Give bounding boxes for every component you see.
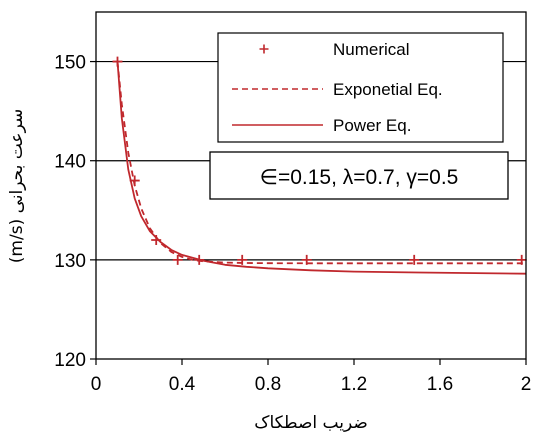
y-tick-label: 130: [54, 251, 86, 272]
tick-labels: 120 130 140 150 0 0.4 0.8 1.2 1.6 2: [54, 53, 531, 395]
power-eq-line: [116, 61, 527, 275]
numerical-point: [129, 175, 140, 186]
x-tick-label: 2: [521, 374, 532, 395]
numerical-point: [172, 254, 183, 265]
x-tick-label: 0.4: [169, 374, 196, 395]
x-tick-label: 1.2: [341, 374, 367, 395]
legend-box: [217, 32, 504, 143]
parameter-box-frame: [209, 151, 509, 200]
y-axis-title: سرعت بحرانی (m/s): [7, 109, 27, 263]
parameter-text: ∈=0.15, λ=0.7, γ=0.5: [260, 166, 459, 189]
numerical-point: [301, 254, 312, 265]
legend-plus-marker: [259, 44, 269, 54]
y-tick-label: 120: [54, 350, 86, 371]
numerical-point: [237, 254, 248, 265]
x-axis-title: ضریب اصطکاک: [254, 413, 368, 433]
numerical-point: [516, 254, 527, 265]
numerical-point: [112, 56, 123, 67]
legend-label-power: Power Eq.: [333, 116, 411, 135]
numerical-point: [194, 254, 205, 265]
y-tick-label: 150: [54, 53, 86, 74]
x-tick-label: 0: [91, 374, 102, 395]
legend: Numerical Exponetial Eq. Power Eq.: [217, 32, 504, 143]
legend-item-power: Power Eq.: [232, 116, 411, 135]
parameter-box: ∈=0.15, λ=0.7, γ=0.5: [209, 151, 509, 200]
legend-item-exponential: Exponetial Eq.: [232, 80, 443, 99]
numerical-point: [409, 254, 420, 265]
series-layer: [112, 56, 527, 275]
legend-label-exponential: Exponetial Eq.: [333, 80, 443, 99]
plot-area-frame: [95, 11, 527, 360]
legend-label-numerical: Numerical: [333, 40, 410, 59]
exponential-eq-line: [116, 61, 526, 265]
legend-item-numerical: Numerical: [259, 40, 410, 59]
y-tick-label: 140: [54, 152, 86, 173]
x-tick-label: 1.6: [427, 374, 453, 395]
x-tick-label: 0.8: [255, 374, 281, 395]
numerical-point: [151, 235, 162, 246]
